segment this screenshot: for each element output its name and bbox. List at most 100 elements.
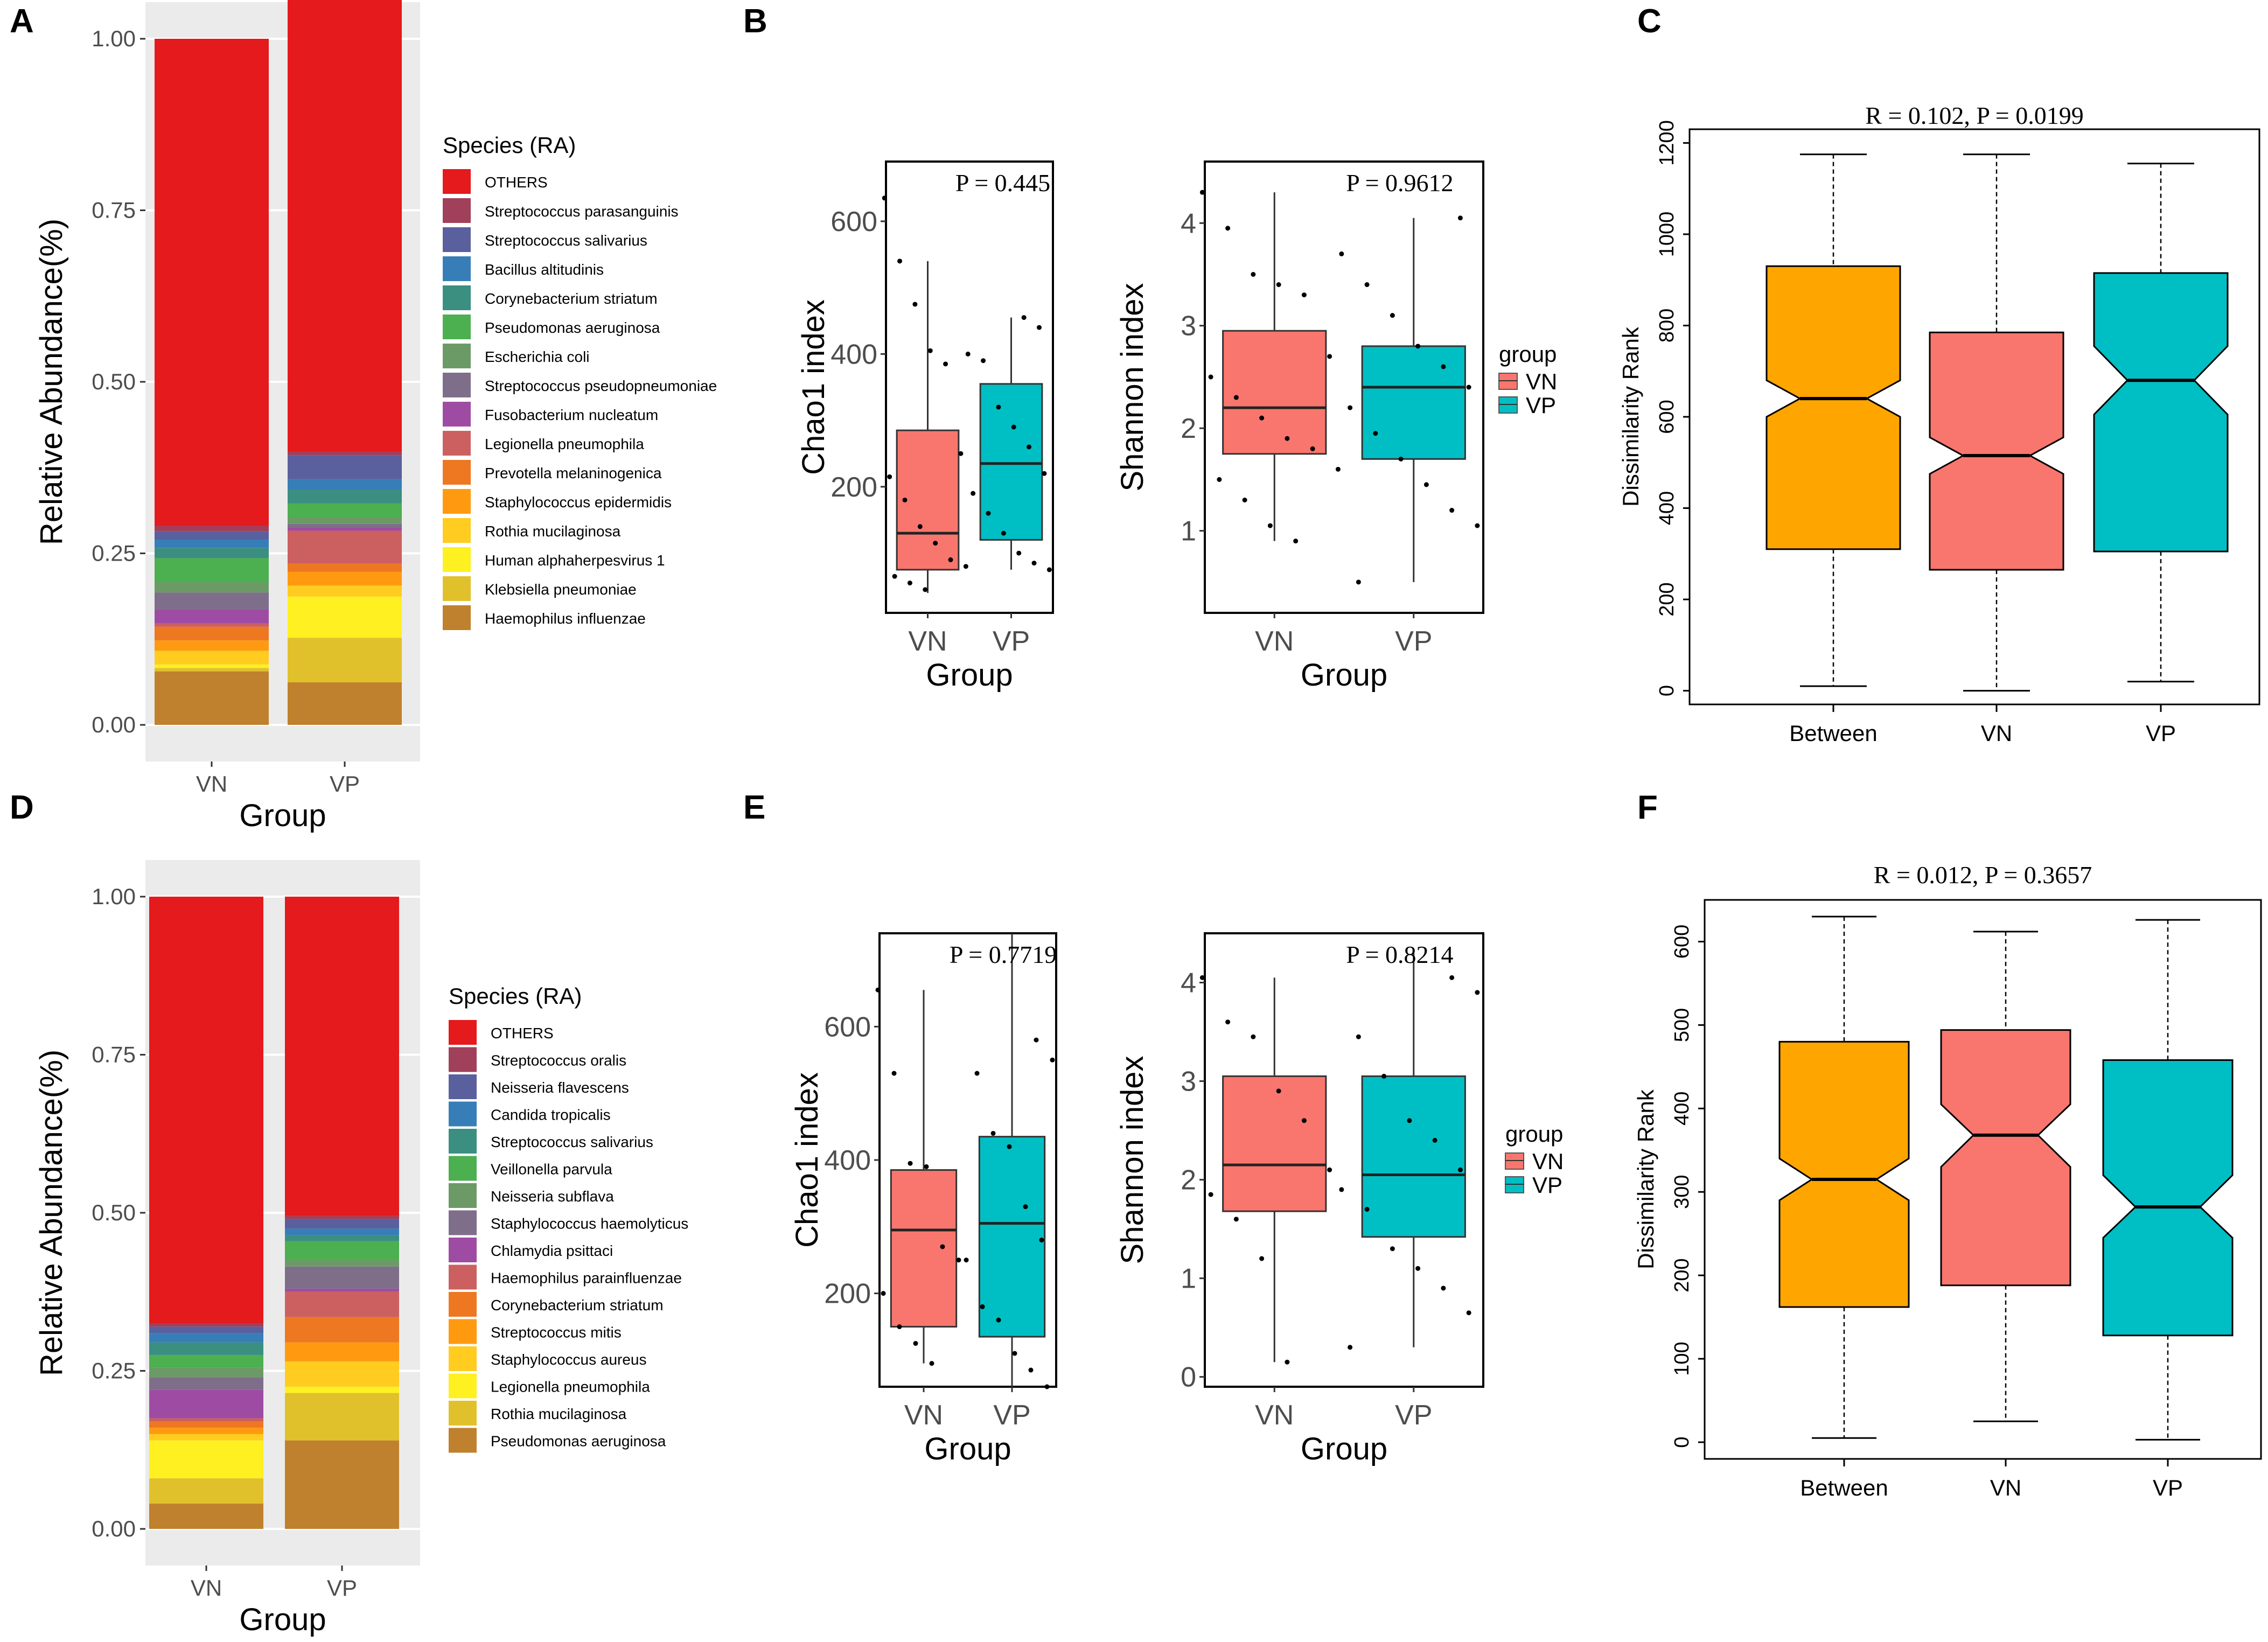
legend-label: Staphylococcus epidermidis xyxy=(485,494,672,511)
legend-label: OTHERS xyxy=(491,1025,554,1042)
data-point xyxy=(996,404,1001,410)
bar-segment xyxy=(285,1440,399,1529)
y-tick-label: 4 xyxy=(1181,968,1196,999)
legend-label: Veillonella parvula xyxy=(491,1161,612,1178)
data-point xyxy=(996,1317,1001,1323)
bar-segment xyxy=(149,1367,263,1378)
data-point xyxy=(1217,477,1222,482)
bar-segment xyxy=(149,1326,263,1333)
legend-label: Neisseria flavescens xyxy=(491,1079,629,1096)
bar-segment xyxy=(288,479,402,490)
data-point xyxy=(875,987,881,993)
bar-segment xyxy=(285,1241,399,1261)
y-tick-label: 300 xyxy=(1671,1175,1693,1209)
y-tick-label: 600 xyxy=(1671,925,1693,959)
x-tick-label: Between xyxy=(1800,1475,1888,1500)
panel-label-c: C xyxy=(1637,3,1662,40)
data-point xyxy=(902,498,908,502)
data-point xyxy=(1199,190,1205,195)
data-point xyxy=(971,491,976,496)
panel-label-b: B xyxy=(743,3,767,40)
box-vp xyxy=(1361,1075,1466,1238)
data-point xyxy=(1285,436,1290,441)
bar-segment xyxy=(285,1219,399,1229)
data-point xyxy=(1021,315,1027,320)
legend-swatch xyxy=(449,1319,477,1344)
bar-segment xyxy=(288,451,402,456)
y-tick-label: 800 xyxy=(1656,309,1678,343)
data-point xyxy=(913,1341,918,1346)
data-point xyxy=(1233,1217,1239,1222)
bar-segment xyxy=(285,1228,399,1235)
chart-title: R = 0.102, P = 0.0199 xyxy=(1865,102,2083,129)
legend-swatch xyxy=(443,547,471,572)
data-point xyxy=(1233,395,1239,400)
p-value-annotation: P = 0.445 xyxy=(955,169,1050,197)
legend-swatch xyxy=(449,1129,477,1154)
legend-label: Streptococcus salivarius xyxy=(485,232,647,249)
y-tick-label: 0.00 xyxy=(92,712,136,737)
legend-title: Species (RA) xyxy=(443,132,576,158)
y-tick-label: 0.75 xyxy=(92,1042,136,1067)
bar-segment xyxy=(149,1333,263,1343)
y-axis-label: Shannon index xyxy=(1115,1056,1150,1264)
legend-swatch xyxy=(443,402,471,427)
data-point xyxy=(1011,424,1016,430)
bar-segment xyxy=(288,638,402,683)
data-point xyxy=(1356,579,1361,585)
data-point xyxy=(1050,1057,1055,1063)
notched-box-vp xyxy=(2093,272,2229,553)
legend-swatch xyxy=(449,1373,477,1399)
y-tick-label: 0.00 xyxy=(92,1516,136,1541)
data-point xyxy=(927,348,933,353)
legend-label: Legionella pneumophila xyxy=(491,1379,650,1395)
data-point xyxy=(923,587,928,592)
bar-segment xyxy=(285,1266,399,1289)
bar-segment xyxy=(155,668,269,672)
legend-label: Pseudomonas aeruginosa xyxy=(491,1433,666,1450)
y-axis-label: Dissimilarity Rank xyxy=(1633,1089,1658,1269)
y-tick-label: 0.75 xyxy=(92,198,136,223)
data-point xyxy=(940,1244,945,1249)
bar-segment xyxy=(149,1418,263,1422)
bar-segment xyxy=(288,530,402,564)
data-point xyxy=(1457,215,1463,221)
data-point xyxy=(1432,1137,1437,1143)
legend-swatch xyxy=(443,489,471,514)
legend-label: Klebsiella pneumoniae xyxy=(485,581,637,598)
data-point xyxy=(1423,482,1429,487)
data-point xyxy=(1449,975,1455,980)
y-tick-label: 400 xyxy=(1671,1092,1693,1126)
data-point xyxy=(1036,325,1042,330)
data-point xyxy=(882,195,887,201)
legend-swatch xyxy=(449,1238,477,1262)
data-point xyxy=(981,358,986,364)
bar-segment xyxy=(149,1377,263,1390)
bar-segment xyxy=(155,640,269,651)
bar-segment xyxy=(285,1317,399,1343)
bar-segment xyxy=(155,609,269,624)
bar-segment xyxy=(288,516,402,524)
bar-segment xyxy=(149,1355,263,1368)
p-value-annotation: P = 0.8214 xyxy=(1346,941,1453,968)
legend-label: VP xyxy=(1526,393,1556,418)
data-point xyxy=(1208,1192,1213,1197)
bar-segment xyxy=(288,596,402,638)
notched-box-between xyxy=(1778,1040,1910,1308)
legend-swatch xyxy=(449,1292,477,1317)
bar-segment xyxy=(285,1215,399,1219)
data-point xyxy=(1390,313,1395,318)
bar-segment xyxy=(155,592,269,610)
legend-title: Species (RA) xyxy=(449,983,582,1009)
legend-label: Streptococcus oralis xyxy=(491,1052,626,1069)
data-point xyxy=(891,1071,897,1076)
data-point xyxy=(892,574,897,579)
data-point xyxy=(1327,354,1332,359)
data-point xyxy=(1027,444,1032,450)
x-tick-label: Between xyxy=(1789,721,1877,746)
data-point xyxy=(1390,1246,1395,1252)
legend-swatch xyxy=(449,1074,477,1099)
data-point xyxy=(1285,1359,1290,1365)
